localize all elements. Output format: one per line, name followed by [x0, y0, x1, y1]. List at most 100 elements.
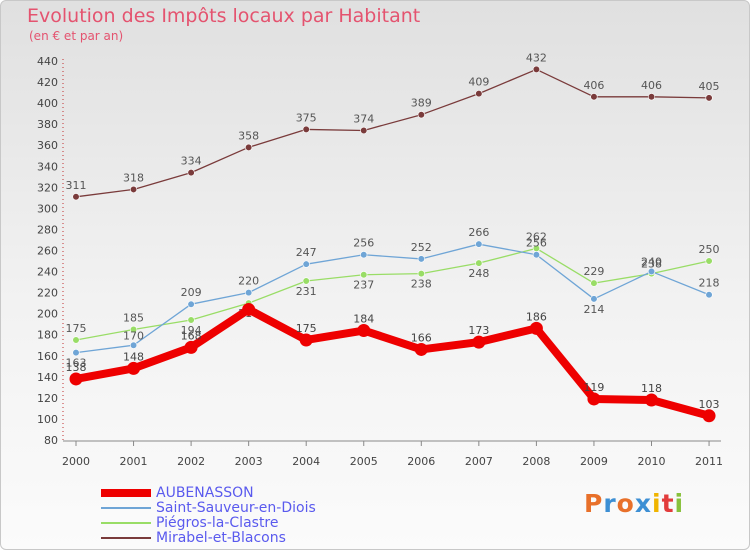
x-tick-label: 2006: [407, 455, 435, 468]
data-point-3: [590, 93, 598, 101]
x-tick-label: 2004: [292, 455, 320, 468]
y-tick-label: 320: [37, 181, 58, 194]
data-label-0: 186: [526, 310, 547, 323]
data-point-2: [705, 257, 713, 265]
legend-swatch-piegros: [101, 522, 151, 524]
x-tick-label: 2003: [235, 455, 263, 468]
data-label-1: 220: [238, 275, 259, 288]
data-label-1: 170: [123, 329, 144, 342]
data-point-3: [187, 168, 195, 177]
y-tick-label: 100: [37, 413, 58, 426]
data-point-0: [299, 333, 313, 347]
data-label-2: 238: [641, 258, 662, 271]
data-point-1: [647, 267, 656, 276]
data-label-3: 409: [468, 76, 489, 89]
y-tick-label: 300: [37, 202, 58, 215]
y-tick-label: 420: [37, 76, 58, 89]
data-label-3: 406: [583, 79, 604, 92]
x-tick-label: 2008: [522, 455, 550, 468]
data-point-1: [590, 295, 598, 303]
data-point-0: [472, 335, 486, 349]
data-point-1: [705, 291, 713, 299]
legend-item-saint-sauveur: Saint-Sauveur-en-Diois: [101, 500, 401, 516]
data-label-3: 374: [353, 112, 374, 125]
data-label-1: 163: [66, 357, 87, 370]
data-point-0: [587, 392, 601, 406]
data-point-0: [357, 324, 371, 338]
y-tick-label: 220: [37, 287, 58, 300]
data-point-3: [245, 143, 253, 151]
data-point-0: [69, 372, 83, 386]
data-point-1: [302, 260, 310, 268]
data-point-3: [360, 126, 368, 135]
y-tick-label: 240: [37, 266, 58, 279]
data-point-1: [360, 251, 368, 259]
legend-item-piegros: Piégros-la-Clastre: [101, 515, 401, 531]
data-label-1: 266: [468, 226, 489, 239]
y-tick-label: 260: [37, 245, 58, 258]
data-label-3: 358: [238, 129, 259, 142]
y-tick-label: 200: [37, 308, 58, 321]
data-point-2: [302, 277, 310, 285]
data-label-2: 250: [699, 243, 720, 256]
logo-letter: x: [634, 489, 652, 518]
data-point-3: [532, 65, 541, 74]
x-tick-label: 2011: [695, 455, 723, 468]
data-point-0: [127, 361, 141, 375]
y-tick-label: 140: [37, 371, 58, 384]
proxiti-logo: Proxiti: [584, 489, 684, 518]
y-tick-label: 440: [37, 55, 58, 68]
x-tick-label: 2000: [62, 455, 90, 468]
legend-label-aubenasson: AUBENASSON: [156, 485, 254, 501]
x-tick-label: 2005: [350, 455, 378, 468]
data-label-2: 248: [468, 267, 489, 280]
data-label-3: 375: [296, 111, 317, 124]
data-point-1: [245, 289, 253, 297]
data-label-3: 318: [123, 171, 144, 184]
legend-swatch-saint-sauveur: [101, 507, 151, 509]
series-line-1: [75, 243, 710, 354]
line-chart: 80 100 120 140 160 180 200 220 240 260 280 300 320 34…: [37, 51, 723, 468]
legend-swatch-aubenasson: [101, 489, 151, 497]
data-point-3: [72, 193, 80, 201]
data-point-1: [532, 251, 541, 259]
series-line-2: [75, 247, 710, 341]
x-tick-label: 2009: [580, 455, 608, 468]
data-point-2: [360, 271, 368, 279]
y-tick-label: 380: [37, 118, 58, 131]
logo-letter: t: [661, 489, 675, 518]
data-label-3: 389: [411, 97, 432, 110]
data-label-1: 240: [641, 256, 662, 269]
y-tick-label: 400: [37, 97, 58, 110]
data-label-0: 148: [123, 350, 144, 363]
series-line-3: [75, 68, 710, 198]
data-label-1: 214: [583, 303, 604, 316]
data-label-1: 256: [526, 237, 547, 250]
data-point-3: [129, 185, 138, 194]
data-label-3: 406: [641, 79, 662, 92]
chart-subtitle: (en € et par an): [29, 29, 124, 43]
legend: AUBENASSON Saint-Sauveur-en-Diois Piégro…: [101, 485, 401, 546]
data-point-0: [645, 393, 658, 407]
data-point-1: [475, 240, 483, 248]
data-label-2: 229: [583, 265, 604, 278]
data-label-0: 118: [641, 382, 662, 395]
data-point-0: [529, 321, 543, 335]
data-point-3: [647, 93, 656, 101]
data-label-0: 103: [699, 398, 720, 411]
data-point-0: [414, 342, 428, 356]
x-tick-label: 2007: [465, 455, 493, 468]
data-label-0: 166: [411, 331, 432, 344]
data-point-2: [72, 336, 80, 344]
data-label-1: 247: [296, 246, 317, 259]
legend-item-aubenasson: AUBENASSON: [101, 485, 401, 501]
data-label-2: 231: [296, 285, 317, 298]
data-label-2: 194: [181, 324, 202, 337]
y-tick-label: 340: [37, 160, 58, 173]
y-tick-label: 180: [37, 329, 58, 342]
y-tick-label: 80: [44, 434, 58, 447]
data-point-1: [72, 349, 80, 357]
data-label-3: 432: [526, 51, 547, 64]
data-label-3: 311: [66, 179, 87, 192]
legend-label-saint-sauveur: Saint-Sauveur-en-Diois: [156, 500, 316, 516]
